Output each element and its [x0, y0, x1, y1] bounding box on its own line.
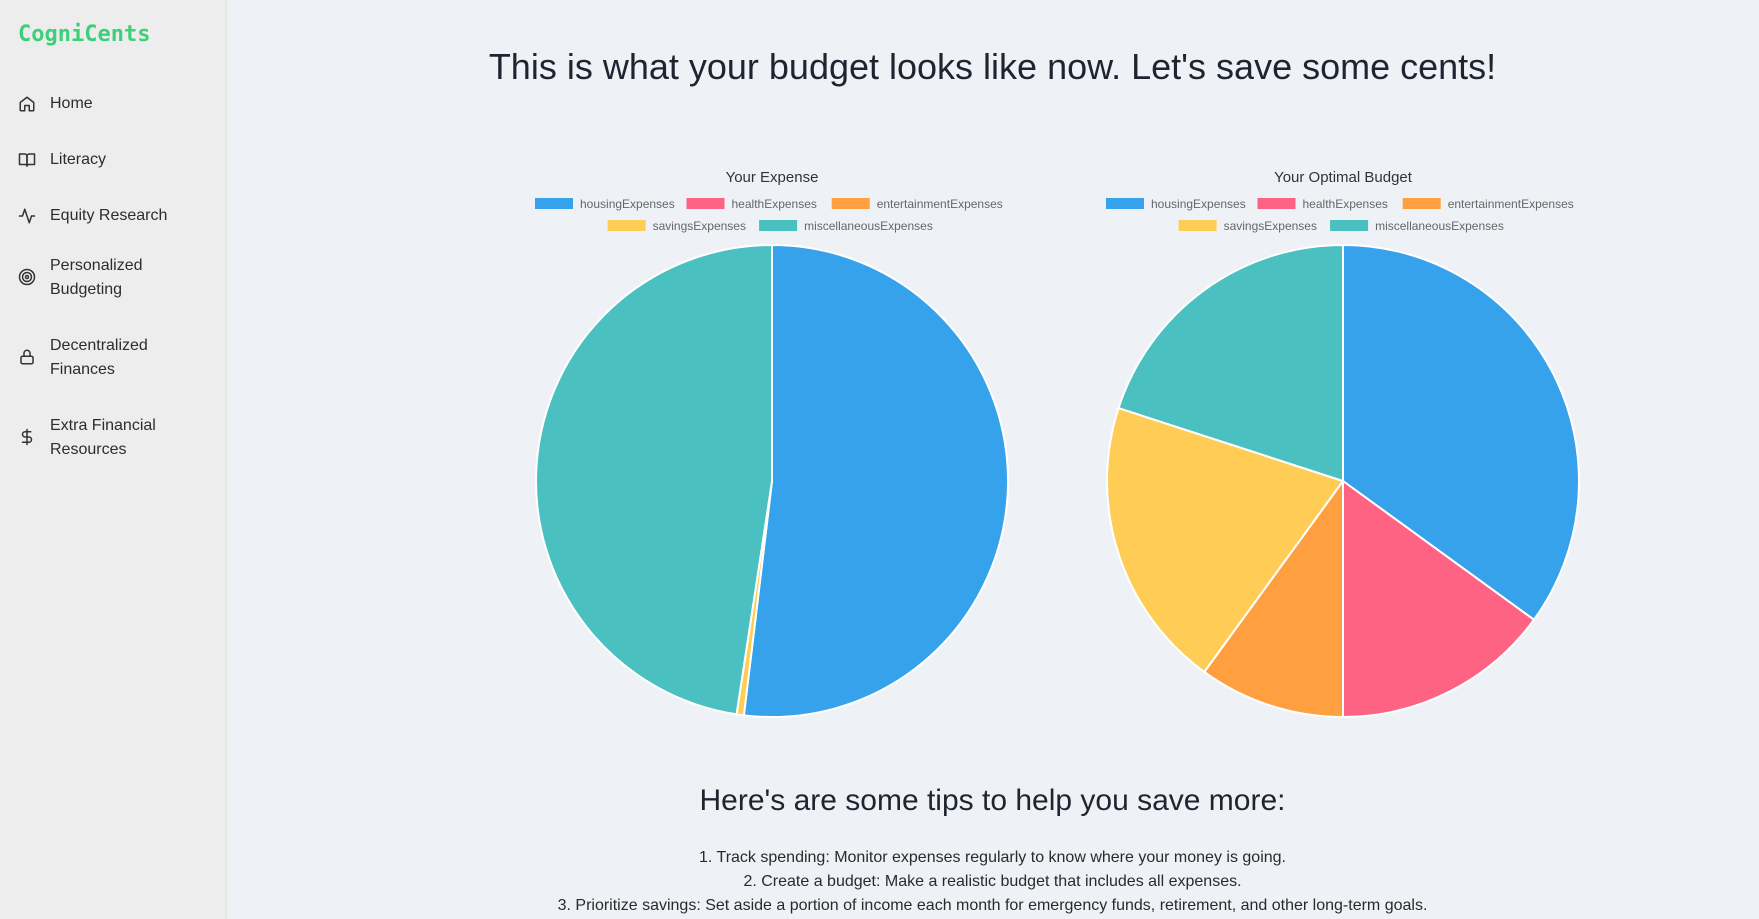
- sidebar-item-label: Literacy: [50, 151, 107, 168]
- tips-list: 1. Track spending: Monitor expenses regu…: [226, 846, 1759, 918]
- dollar-icon: [21, 428, 33, 446]
- legend-label: housingExpenses: [580, 197, 675, 211]
- sidebar-item-literacy[interactable]: Literacy: [0, 148, 226, 172]
- sidebar-item-label: Equity Research: [50, 207, 168, 224]
- legend-item[interactable]: miscellaneousExpenses: [1330, 219, 1504, 233]
- pie-slice-miscellaneousExpenses[interactable]: [1117, 243, 1344, 483]
- legend-swatch: [1402, 198, 1441, 209]
- pie-slice-miscellaneousExpenses[interactable]: [535, 243, 773, 716]
- chart-title: Your Expense: [726, 169, 819, 186]
- legend-swatch: [1330, 220, 1369, 231]
- legend-label: savingsExpenses: [1224, 219, 1317, 233]
- tip-item: 2. Create a budget: Make a realistic bud…: [743, 873, 1242, 890]
- pie-slice-healthExpenses[interactable]: [1342, 479, 1536, 719]
- legend-swatch: [831, 198, 870, 209]
- sidebar-item-equity-research[interactable]: Equity Research: [0, 204, 226, 228]
- legend-item[interactable]: healthExpenses: [1257, 197, 1388, 211]
- pie-slice-savingsExpenses[interactable]: [1106, 406, 1345, 674]
- sidebar-item-personalized-budgeting[interactable]: Personalized Budgeting: [0, 254, 226, 302]
- legend-swatch: [535, 198, 573, 209]
- pie-slice-housingExpenses[interactable]: [1342, 243, 1580, 622]
- legend-item[interactable]: housingExpenses: [535, 197, 675, 211]
- sidebar-item-home[interactable]: Home: [0, 92, 226, 116]
- legend-label: housingExpenses: [1151, 197, 1246, 211]
- legend-item[interactable]: entertainmentExpenses: [1402, 197, 1574, 211]
- budget-pie-charts: Your Expense housingExpenses healthExpense…: [535, 169, 1580, 719]
- tip-item: 1. Track spending: Monitor expenses regu…: [699, 849, 1286, 866]
- legend-item[interactable]: entertainmentExpenses: [831, 197, 1003, 211]
- legend-swatch: [1178, 220, 1217, 231]
- legend-label: savingsExpenses: [653, 219, 746, 233]
- book-icon: [18, 153, 36, 167]
- legend-label: healthExpenses: [732, 197, 817, 211]
- legend-swatch: [1257, 198, 1296, 209]
- sidebar-item-extra-financial-resources[interactable]: Extra Financial Resources: [0, 414, 226, 462]
- legend-item[interactable]: savingsExpenses: [607, 219, 746, 233]
- sidebar-item-label: Decentralized Finances: [50, 337, 148, 378]
- pie-slice-housingExpenses[interactable]: [742, 243, 1009, 718]
- sidebar-item-label: Personalized Budgeting: [50, 257, 143, 298]
- legend-label: entertainmentExpenses: [877, 197, 1003, 211]
- main-content: This is what your budget looks like now.…: [226, 0, 1759, 919]
- legend-label: miscellaneousExpenses: [1375, 219, 1504, 233]
- chart-title: Your Optimal Budget: [1274, 169, 1413, 186]
- legend-item[interactable]: housingExpenses: [1106, 197, 1246, 211]
- legend-swatch: [1106, 198, 1144, 209]
- legend-swatch: [607, 220, 646, 231]
- page-title: This is what your budget looks like now.…: [488, 46, 1497, 87]
- sidebar-item-decentralized-finances[interactable]: Decentralized Finances: [0, 334, 226, 382]
- legend-swatch: [759, 220, 798, 231]
- sidebar-nav: Home Literacy Equity Research Personaliz…: [0, 88, 226, 462]
- legend-swatch: [686, 198, 725, 209]
- legend-label: healthExpenses: [1303, 197, 1388, 211]
- tip-item: 3. Prioritize savings: Set aside a porti…: [557, 897, 1428, 914]
- target-icon: [18, 268, 36, 286]
- tips-title: Here's are some tips to help you save mo…: [699, 784, 1286, 817]
- legend-label: entertainmentExpenses: [1448, 197, 1574, 211]
- legend-item[interactable]: miscellaneousExpenses: [759, 219, 933, 233]
- pie-chart: Your Optimal Budget housingExpenses health…: [1106, 169, 1580, 719]
- pie-slice-entertainmentExpenses[interactable]: [1202, 477, 1344, 719]
- legend-item[interactable]: savingsExpenses: [1178, 219, 1317, 233]
- lock-icon: [20, 349, 34, 365]
- legend-label: miscellaneousExpenses: [804, 219, 933, 233]
- activity-icon: [18, 208, 36, 224]
- home-icon: [19, 96, 35, 112]
- legend-item[interactable]: healthExpenses: [686, 197, 817, 211]
- pie-chart: Your Expense housingExpenses healthExpense…: [535, 169, 1009, 718]
- sidebar-item-label: Extra Financial Resources: [50, 417, 156, 458]
- sidebar: CogniCents Home Literacy Equity Research…: [0, 0, 227, 919]
- sidebar-item-label: Home: [50, 95, 93, 112]
- brand-logo[interactable]: CogniCents: [18, 22, 151, 47]
